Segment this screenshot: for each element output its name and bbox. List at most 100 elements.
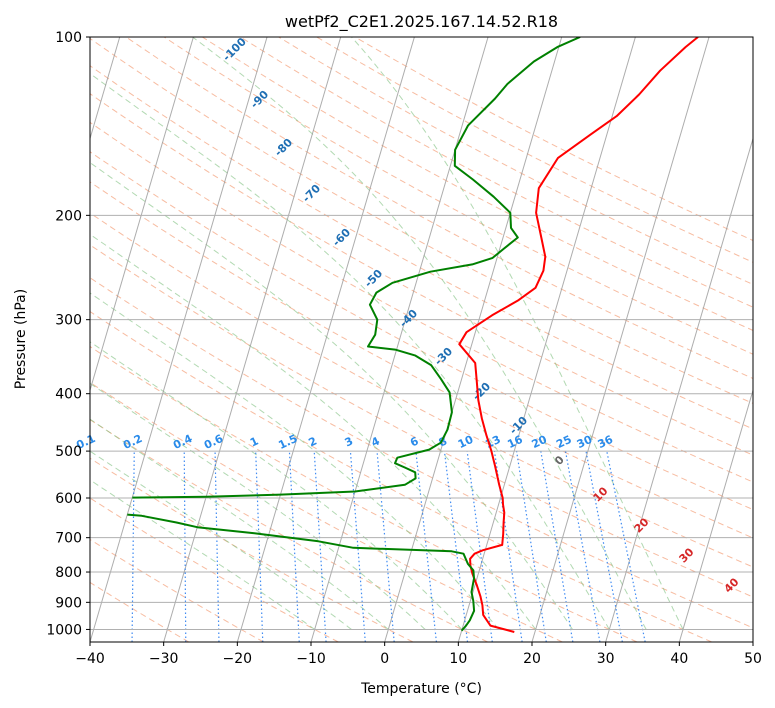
mixing-ratio-line [288,451,300,642]
dewpoint-trace [132,37,581,499]
mixing-ratio-line [443,451,469,642]
dry-adiabat [354,37,753,242]
profile-traces [127,37,699,633]
mixing-ratio-line [606,450,646,642]
mixing-ratio-label: 25 [554,433,573,451]
background-line-labels: 0.1 0.2 0.4 0.6 1 1.5 2 3 4 6 8 10 13 16 20 25 30 36-100-… [74,35,741,596]
mixing-ratio-line [540,451,574,642]
mixing-ratio-line [515,451,547,642]
moist-adiabat [90,72,610,630]
isotherm-label: -10 [507,414,530,437]
x-tick-label: −10 [296,651,326,667]
y-tick-label: 200 [55,208,82,224]
plot-frame [89,36,754,643]
isotherm-line [384,37,563,642]
mixing-ratio-label: 10 [456,433,476,451]
dry-adiabat [90,121,753,483]
x-tick-label: −20 [223,651,253,667]
isotherm-label: 20 [632,515,652,535]
y-tick-label: 100 [55,30,82,46]
mixing-ratio-line [564,450,601,642]
x-axis-ticks: −40 −30 −20 −10 0 10 20 30 40 50 [75,642,762,667]
dry-adiabat [240,37,753,308]
dry-adiabat [90,181,753,539]
isotherm-line [605,136,753,642]
isotherm-label: 30 [677,545,697,565]
isotherm-line [163,37,342,642]
moist-adiabat [90,233,537,630]
isotherm-line [90,37,194,393]
moist-adiabat [351,37,684,630]
dry-adiabat [90,345,638,642]
x-tick-label: 10 [449,651,467,667]
mixing-ratio-label: 4 [369,434,382,449]
isotherm-label: -80 [272,136,295,159]
temperature-trace [458,37,699,633]
mixing-ratio-line [255,451,264,642]
isotherm-label: -50 [362,267,385,290]
y-tick-label: 700 [55,531,82,547]
dry-adiabat [90,457,414,642]
x-tick-label: −30 [149,651,179,667]
y-tick-label: 900 [55,595,82,611]
moist-adiabat [90,161,573,630]
x-tick-label: 50 [744,651,762,667]
dry-adiabat [90,310,712,642]
moist-adiabat [90,450,352,630]
dry-adiabat [90,244,753,598]
dry-adiabat [90,581,190,642]
dry-adiabat [278,37,753,285]
mixing-ratio-line [415,451,438,642]
moist-adiabat [192,37,647,630]
y-axis-label: Pressure (hPa) [13,289,29,389]
moist-adiabat [90,382,426,630]
isotherm-line [236,37,415,642]
moist-adiabat [90,292,500,630]
mixing-ratio-label: 2 [307,434,319,449]
moist-adiabat [90,479,315,630]
isotherm-line [678,388,753,642]
y-tick-label: 1000 [46,622,82,638]
mixing-ratio-line [376,451,395,642]
mixing-ratio-label: 0.6 [202,432,225,452]
isotherm-label: -40 [397,307,420,330]
y-tick-label: 600 [55,491,82,507]
isotherm-label: 40 [722,575,742,595]
mixing-ratio-line [585,450,623,642]
mixing-ratio-label: 0.2 [121,432,144,452]
mixing-ratio-label: 1.5 [276,432,299,452]
dewpoint-trace [127,513,476,632]
x-tick-label: 40 [670,651,688,667]
x-tick-label: −40 [75,651,105,667]
isotherm-line [90,37,268,642]
mixing-ratio-line [82,451,88,642]
isotherm-label: 10 [591,484,611,504]
moist-adiabat [90,418,389,630]
x-axis-label: Temperature (°C) [360,681,482,697]
isotherm-label: 0 [552,453,567,468]
moist-adiabat [90,341,463,630]
isotherm-line [310,37,489,642]
dry-adiabat [125,37,753,380]
x-tick-label: 0 [380,651,389,667]
dry-adiabat [90,497,339,642]
isotherm-line [752,640,753,642]
dry-adiabat [163,37,753,355]
y-axis-ticks: 100 200 300 400 500 600 700 800 900 1000 [46,30,90,638]
mixing-ratio-line [466,451,493,642]
mixing-ratio-label: 13 [483,433,502,451]
mixing-ratio-label: 0.4 [171,432,194,452]
y-tick-label: 800 [55,565,82,581]
mixing-ratio-label: 36 [596,433,616,451]
mixing-ratio-label: 1 [248,434,260,449]
mixing-ratio-label: 30 [575,433,595,451]
dry-adiabat [90,419,488,642]
mixing-ratio-line [313,451,327,642]
y-tick-label: 300 [55,313,82,329]
isotherm-label: -20 [470,380,493,403]
isotherm-line [457,37,636,642]
dry-adiabat [90,277,753,629]
mixing-ratio-label: 6 [408,434,421,449]
y-tick-label: 500 [55,444,82,460]
